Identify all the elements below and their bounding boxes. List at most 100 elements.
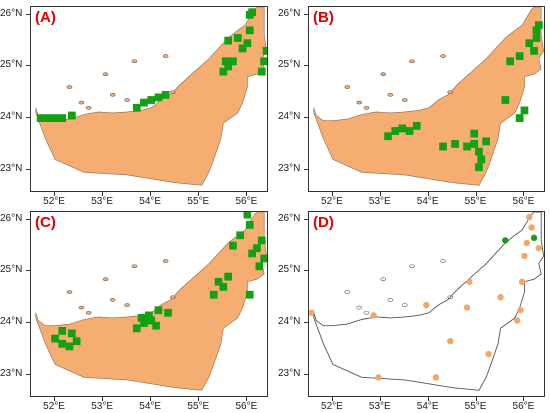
suitable-cell — [412, 122, 421, 130]
y-tick-label: 23°N — [278, 162, 301, 174]
suitable-cell — [243, 39, 252, 48]
occurrence-point — [432, 374, 440, 381]
suitable-cell — [253, 244, 261, 253]
y-tick-label: 25°N — [278, 264, 301, 276]
occurrence-point — [530, 234, 538, 242]
island — [447, 90, 454, 95]
occurrence-point — [375, 374, 382, 381]
map-a — [35, 7, 267, 186]
suitable-cell — [236, 231, 244, 240]
suitable-cell — [530, 47, 538, 55]
x-tick-mark — [54, 397, 56, 401]
map-frame-d: (D) — [308, 211, 545, 397]
suitable-cell — [482, 137, 490, 146]
x-tick-label: 56°E — [512, 196, 535, 207]
y-tick-label: 23°N — [0, 367, 23, 379]
suitable-cell — [520, 106, 529, 115]
island — [170, 90, 176, 95]
suitable-cell — [51, 114, 59, 122]
occurrence-point — [521, 252, 528, 260]
island — [162, 259, 169, 263]
x-tick-label: 52°E — [43, 196, 65, 207]
x-tick-mark — [150, 192, 152, 196]
occurrence-point — [497, 294, 504, 301]
suitable-cell — [221, 57, 230, 66]
suitable-cell — [224, 36, 232, 45]
y-tick-label: 24°N — [0, 111, 23, 123]
suitable-cell — [262, 47, 267, 55]
island — [66, 290, 73, 294]
map-c — [35, 212, 267, 391]
island — [131, 264, 138, 269]
panel-b: (B) 26°N 25°N 24°N 23°N 52°E 53°E 54°E 55°E 56°E — [278, 0, 550, 207]
suitable-cell — [154, 306, 163, 315]
occurrence-point — [423, 301, 430, 309]
suitable-cell — [44, 114, 52, 122]
suitable-cell — [405, 127, 414, 135]
suitable-cell — [132, 103, 141, 112]
occurrence-point — [502, 237, 509, 244]
x-tick-mark — [523, 192, 525, 196]
x-tick-mark — [523, 397, 525, 401]
island — [85, 310, 92, 315]
suitable-cell — [532, 34, 541, 42]
suitable-cell — [248, 249, 256, 258]
island — [440, 54, 446, 58]
occurrence-point — [463, 304, 471, 311]
panel-a: (A) 26°N 25°N 24°N 23°N 52°E 53°E 54°E 55°E 56°E — [0, 0, 275, 207]
x-tick-label: 56°E — [235, 401, 258, 412]
island — [109, 93, 116, 97]
suitable-cell — [515, 114, 524, 122]
suitable-cell — [248, 8, 256, 17]
suitable-cell — [439, 142, 447, 151]
y-tick-mark — [304, 270, 308, 272]
x-tick-mark — [198, 192, 200, 196]
suitable-cell — [506, 57, 514, 66]
x-tick-label: 56°E — [512, 401, 535, 412]
island — [356, 100, 363, 105]
suitable-cell — [58, 327, 67, 335]
suitable-cell — [384, 132, 392, 141]
map-frame-b: (B) — [308, 6, 545, 192]
island — [344, 290, 351, 294]
x-tick-label: 55°E — [464, 196, 487, 207]
y-tick-mark — [26, 270, 30, 272]
x-tick-mark — [331, 192, 333, 196]
x-tick-label: 54°E — [416, 401, 439, 412]
suitable-cell — [140, 98, 148, 107]
island — [78, 305, 85, 310]
suitable-cell — [260, 254, 267, 263]
occurrence-point — [518, 278, 526, 285]
y-tick-label: 25°N — [278, 59, 301, 71]
country-outline — [35, 212, 267, 391]
suitable-cell — [154, 93, 163, 102]
x-tick-label: 53°E — [368, 196, 391, 207]
suitable-cell — [68, 111, 76, 120]
suitable-cell — [209, 290, 218, 299]
map-frame-a: (A) — [30, 6, 268, 192]
suitable-cell — [161, 91, 170, 99]
island — [85, 105, 92, 110]
suitable-cell — [391, 127, 400, 135]
x-tick-label: 53°E — [91, 196, 114, 207]
island — [78, 100, 85, 105]
y-tick-label: 25°N — [0, 264, 23, 276]
suitable-cell — [137, 314, 146, 322]
suitable-cell — [229, 57, 237, 66]
suitable-cell — [463, 142, 471, 151]
suitable-cell — [224, 62, 232, 71]
suitable-cell — [147, 96, 156, 104]
y-tick-label: 24°N — [0, 316, 23, 328]
x-tick-mark — [150, 397, 152, 401]
suitable-cell — [257, 67, 266, 76]
occurrence-point — [309, 309, 315, 316]
x-tick-label: 55°E — [187, 196, 210, 207]
suitable-cell — [72, 337, 81, 346]
suitable-cell — [245, 221, 254, 229]
y-tick-label: 26°N — [278, 7, 301, 19]
x-tick-mark — [379, 397, 381, 401]
island — [162, 54, 169, 58]
x-tick-mark — [246, 397, 248, 401]
occurrence-point — [528, 224, 535, 231]
island — [401, 303, 408, 307]
